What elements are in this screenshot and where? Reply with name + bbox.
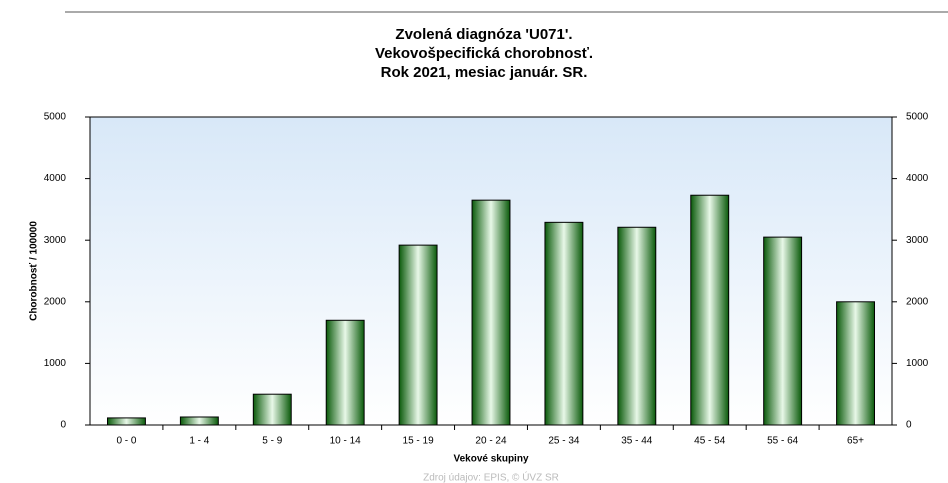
- bar: [690, 194, 730, 426]
- x-tick-label: 0 - 0: [116, 436, 136, 447]
- bar: [544, 221, 584, 426]
- x-tick-label: 65+: [847, 436, 864, 447]
- x-tick-label: 5 - 9: [262, 436, 282, 447]
- chart-title: Vekovošpecifická chorobnosť.: [375, 45, 593, 62]
- y-tick-label: 2000: [44, 296, 67, 307]
- y-tick-label: 3000: [44, 235, 67, 246]
- y-tick-label: 5000: [44, 112, 67, 123]
- y2-tick-label: 3000: [906, 235, 929, 246]
- y2-tick-label: 2000: [906, 296, 929, 307]
- bar: [398, 244, 438, 426]
- chart-title: Zvolená diagnóza 'U071'.: [395, 26, 572, 43]
- bar: [471, 199, 511, 426]
- bar: [617, 226, 657, 426]
- y-tick-label: 4000: [44, 173, 67, 184]
- x-tick-label: 1 - 4: [189, 436, 209, 447]
- y2-tick-label: 4000: [906, 173, 929, 184]
- y-tick-label: 1000: [44, 358, 67, 369]
- y-tick-label: 0: [60, 420, 66, 431]
- bar: [252, 393, 292, 426]
- y2-tick-label: 1000: [906, 358, 929, 369]
- x-tick-label: 20 - 24: [475, 436, 507, 447]
- bar: [325, 319, 365, 426]
- x-axis-label: Vekové skupiny: [453, 454, 528, 465]
- x-tick-label: 15 - 19: [403, 436, 435, 447]
- x-tick-label: 35 - 44: [621, 436, 653, 447]
- source-note: Zdroj údajov: EPIS, © ÚVZ SR: [423, 471, 559, 483]
- x-tick-label: 55 - 64: [767, 436, 799, 447]
- bar: [836, 301, 876, 426]
- y2-tick-label: 0: [906, 420, 912, 431]
- x-tick-label: 45 - 54: [694, 436, 726, 447]
- x-tick-label: 25 - 34: [548, 436, 580, 447]
- y-axis-label: Chorobnosť / 100000: [29, 221, 40, 321]
- chart-title: Rok 2021, mesiac január. SR.: [381, 64, 588, 81]
- bar: [763, 236, 803, 426]
- bar: [106, 417, 146, 426]
- bar: [179, 416, 219, 426]
- x-tick-label: 10 - 14: [330, 436, 362, 447]
- y2-tick-label: 5000: [906, 112, 929, 123]
